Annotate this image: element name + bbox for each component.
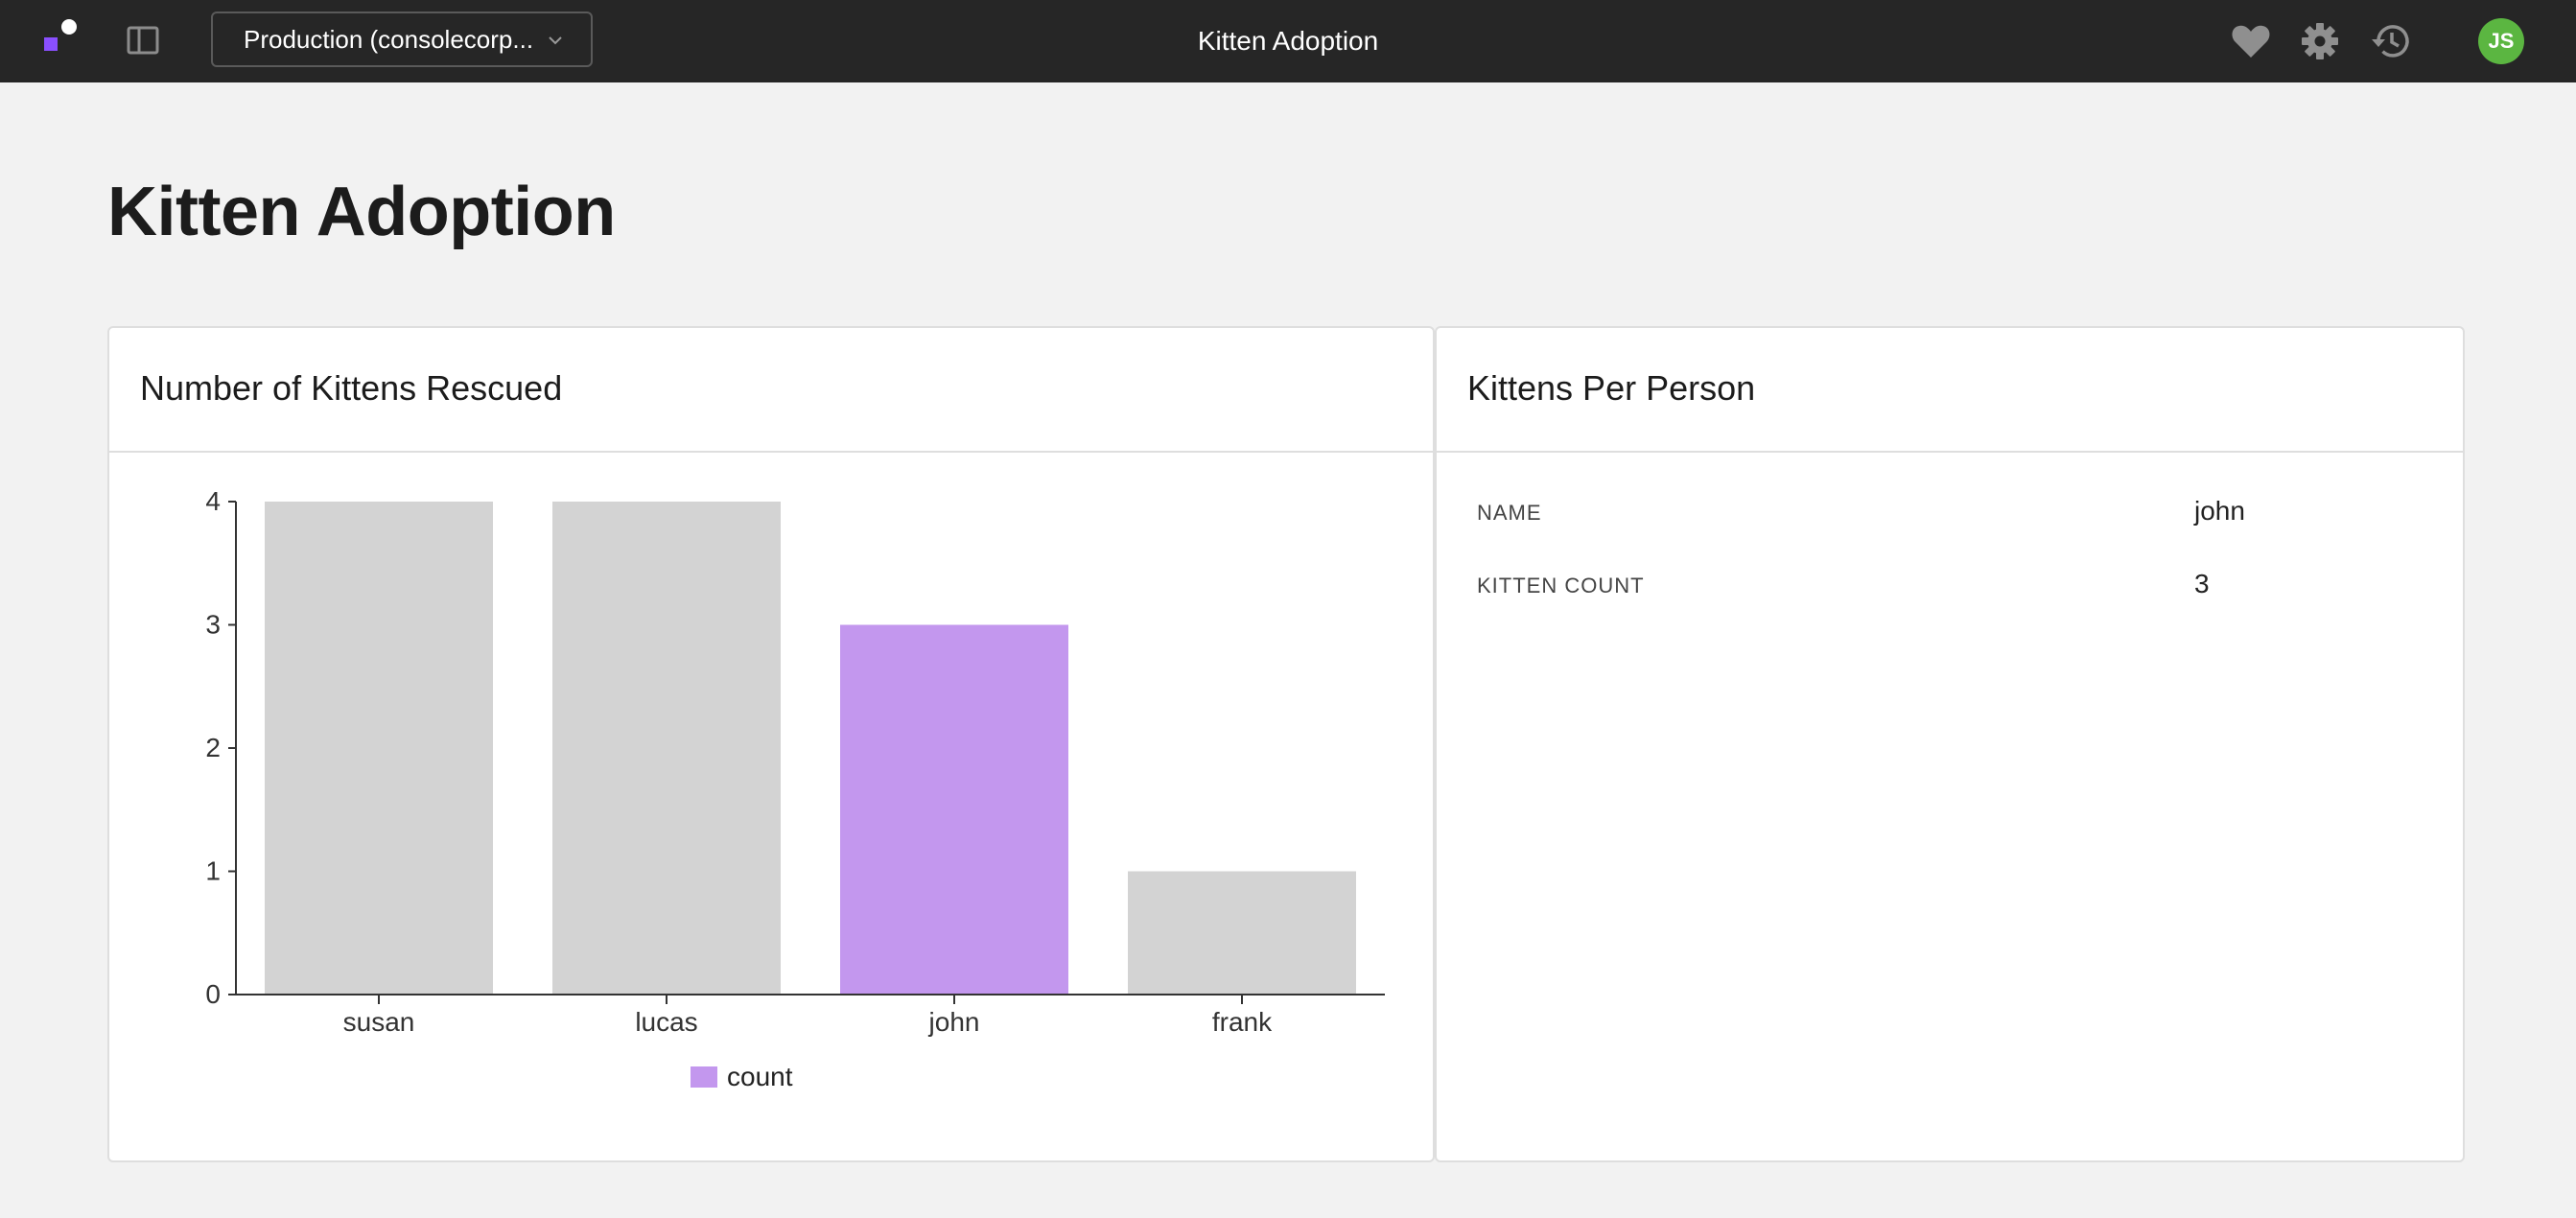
heart-icon[interactable] — [2229, 19, 2273, 63]
chevron-down-icon — [549, 36, 562, 45]
bar-lucas[interactable] — [552, 502, 781, 995]
logo-dot — [61, 19, 77, 35]
x-tick-label: lucas — [635, 1007, 697, 1037]
environment-select-value: Production (consolecorp... — [244, 25, 534, 54]
bar-susan[interactable] — [265, 502, 493, 995]
legend-label-count: count — [727, 1062, 793, 1091]
panel-toggle-icon[interactable] — [127, 26, 159, 55]
chart-card-title: Number of Kittens Rescued — [109, 328, 1433, 453]
kittens-per-person-card: Kittens Per Person NAME john KITTEN COUN… — [1435, 326, 2465, 1162]
gear-icon[interactable] — [2298, 19, 2342, 63]
field-label-name: NAME — [1477, 501, 1542, 525]
user-avatar[interactable]: JS — [2478, 18, 2524, 64]
y-tick-label: 0 — [205, 979, 221, 1009]
y-tick-label: 3 — [205, 610, 221, 640]
logo-square — [44, 37, 58, 51]
environment-select[interactable]: Production (consolecorp... — [211, 12, 593, 67]
x-tick-label: frank — [1212, 1007, 1273, 1037]
top-bar: Production (consolecorp... Kitten Adopti… — [0, 0, 2576, 82]
legend-swatch — [691, 1066, 717, 1088]
kittens-bar-chart: 0 1 2 3 4 susan lucas john frank count — [205, 486, 1385, 1091]
kittens-rescued-card: Number of Kittens Rescued 0 1 2 3 4 susan luca… — [107, 326, 1435, 1162]
y-tick-label: 1 — [205, 856, 221, 886]
x-tick-label: john — [928, 1007, 980, 1037]
field-label-kitten-count: KITTEN COUNT — [1477, 574, 1645, 597]
bar-john[interactable] — [840, 624, 1068, 995]
field-value-kitten-count: 3 — [2194, 569, 2210, 598]
field-value-name: john — [2194, 496, 2245, 526]
bar-frank[interactable] — [1128, 871, 1356, 995]
history-icon[interactable] — [2369, 19, 2413, 63]
x-tick-label: susan — [343, 1007, 415, 1037]
app-logo-icon[interactable] — [40, 17, 82, 56]
y-tick-label: 2 — [205, 733, 221, 762]
page-title: Kitten Adoption — [107, 174, 616, 250]
detail-card-title: Kittens Per Person — [1437, 328, 2463, 453]
y-tick-label: 4 — [205, 486, 221, 516]
